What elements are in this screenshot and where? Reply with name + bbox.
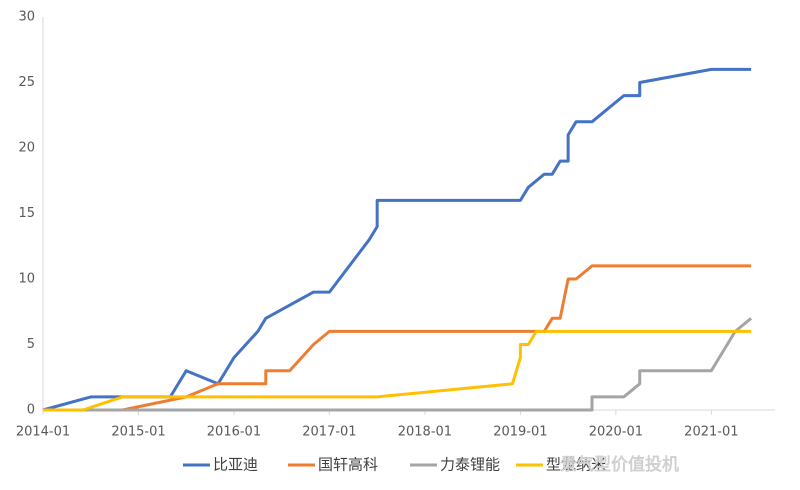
legend-label: 国轩高科 xyxy=(318,456,378,474)
x-tick-label: 2015-01 xyxy=(111,425,165,440)
y-tick-label: 0 xyxy=(27,403,35,418)
y-tick-label: 10 xyxy=(18,272,35,287)
y-tick-label: 25 xyxy=(18,75,35,90)
x-tick-label: 2021-01 xyxy=(684,425,738,440)
x-tick-label: 2018-01 xyxy=(398,425,452,440)
x-tick-label: 2020-01 xyxy=(589,425,643,440)
x-tick-label: 2017-01 xyxy=(302,425,356,440)
series-line xyxy=(43,329,752,412)
series-line xyxy=(42,67,752,412)
series-line xyxy=(43,264,752,412)
x-tick-label: 2014-01 xyxy=(16,425,70,440)
x-tick-label: 2019-01 xyxy=(493,425,547,440)
y-tick-label: 30 xyxy=(18,10,35,25)
series-line xyxy=(43,317,753,412)
y-tick-label: 5 xyxy=(27,337,35,352)
legend-label: 力泰锂能 xyxy=(440,456,500,474)
legend: 比亚迪 国轩高科 力泰锂能 型龙纳米 xyxy=(183,456,606,474)
y-tick-label: 20 xyxy=(18,141,35,156)
y-tick-label: 15 xyxy=(18,206,35,221)
legend-label: 比亚迪 xyxy=(213,456,258,474)
watermark: 景气型价值投机 xyxy=(560,454,679,475)
legend-label: 型龙纳米 xyxy=(546,456,606,474)
x-tick-label: 2016-01 xyxy=(207,425,261,440)
